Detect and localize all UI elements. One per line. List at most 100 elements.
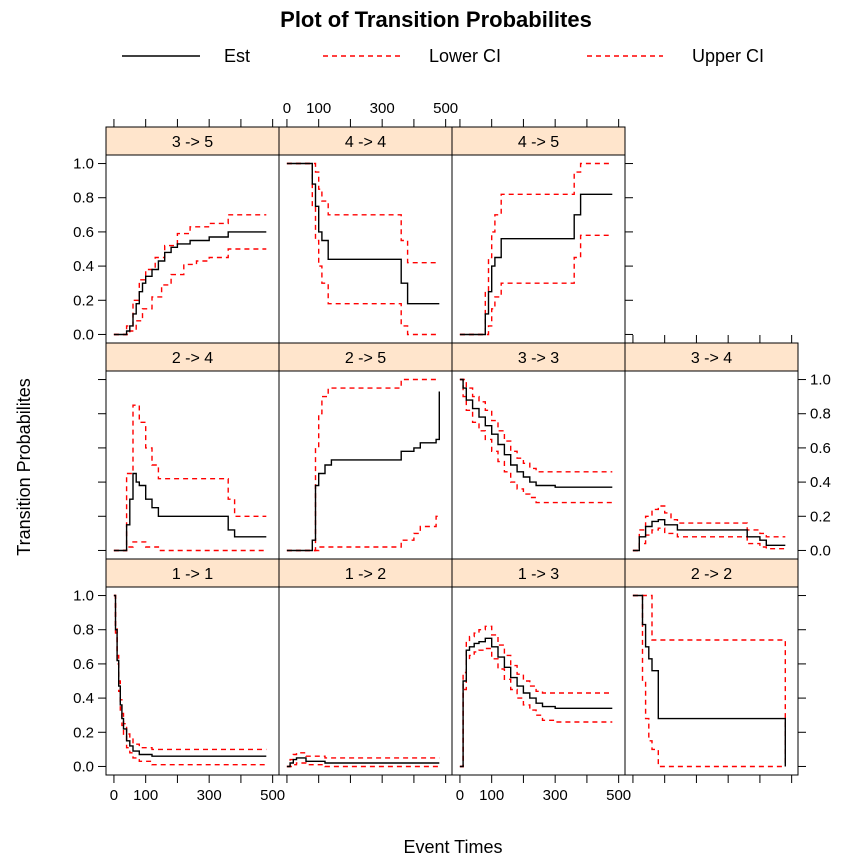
estimate-line	[632, 519, 786, 552]
panel-strip	[105, 342, 280, 372]
panel-strip	[451, 558, 626, 588]
x-tick-label: 0	[456, 787, 464, 804]
x-tick-label: 100	[133, 787, 158, 804]
y-tick-label: 1.0	[73, 588, 94, 605]
y-tick-label: 0.8	[73, 622, 94, 639]
estimate-line	[459, 378, 613, 488]
panel-frame	[105, 154, 280, 344]
upper-ci-line	[113, 594, 267, 751]
panel-strip	[278, 126, 453, 156]
estimate-line	[286, 391, 440, 552]
lower-ci-line	[286, 162, 440, 336]
estimate-line	[113, 472, 267, 552]
panel-grid: 3 -> 5 4 -> 4 4 -> 5 2 -> 4 2 -> 5 3 -> 3 3 ->…	[105, 126, 799, 776]
x-axis-label: Event Times	[403, 837, 502, 857]
upper-ci-line	[286, 378, 440, 552]
y-tick-label: 0.6	[73, 656, 94, 673]
estimate-line	[632, 594, 786, 767]
panel: 3 -> 5	[105, 126, 280, 344]
panel: 1 -> 1	[105, 558, 280, 776]
panel: 2 -> 5	[278, 342, 453, 560]
lower-ci-line	[459, 378, 613, 504]
x-tick-label: 300	[543, 787, 568, 804]
y-tick-label: 0.8	[73, 190, 94, 207]
estimate-line	[459, 637, 613, 768]
panel-strip	[624, 342, 799, 372]
x-tick-label: 500	[260, 787, 285, 804]
lower-ci-line	[632, 594, 786, 768]
legend-entry: Upper CI	[587, 46, 764, 66]
y-tick-label: 0.6	[810, 440, 831, 457]
panel-strip	[451, 126, 626, 156]
estimate-line	[113, 594, 267, 757]
y-tick-label: 0.0	[73, 758, 94, 775]
y-tick-label: 0.4	[810, 474, 831, 491]
lower-ci-line	[459, 234, 613, 336]
panel: 1 -> 3	[451, 558, 626, 776]
panel: 4 -> 4	[278, 126, 453, 344]
lower-ci-line	[113, 248, 267, 336]
panel-frame	[451, 370, 626, 560]
panel-strip	[451, 342, 626, 372]
y-axis-label: Transition Probabilites	[14, 378, 34, 555]
panel-frame	[451, 154, 626, 344]
upper-ci-line	[113, 214, 267, 336]
legend-label: Lower CI	[429, 46, 501, 66]
estimate-line	[286, 757, 440, 768]
panel: 1 -> 2	[278, 558, 453, 776]
panel-strip	[278, 342, 453, 372]
panel-strip-label: 1 -> 2	[345, 566, 386, 583]
panel-strip	[278, 558, 453, 588]
legend-entry: Est	[122, 46, 250, 66]
chart-title: Plot of Transition Probabilites	[280, 7, 592, 32]
panel-strip-label: 2 -> 4	[172, 350, 213, 367]
upper-ci-line	[459, 162, 613, 336]
x-tick-label: 500	[606, 787, 631, 804]
upper-ci-line	[286, 752, 440, 768]
y-tick-label: 0.2	[810, 508, 831, 525]
x-tick-label: 0	[110, 787, 118, 804]
y-tick-label: 0.2	[73, 292, 94, 309]
panel-frame	[278, 586, 453, 776]
panel: 3 -> 4	[624, 342, 799, 560]
panel-strip-label: 4 -> 4	[345, 134, 386, 151]
panel: 2 -> 2	[624, 558, 799, 776]
panel-strip-label: 1 -> 1	[172, 566, 213, 583]
x-tick-label: 500	[433, 100, 458, 117]
x-tick-label: 100	[306, 100, 331, 117]
panel-strip-label: 2 -> 5	[345, 350, 386, 367]
panel-strip-label: 3 -> 3	[518, 350, 559, 367]
y-tick-label: 0.4	[73, 258, 94, 275]
panel: 2 -> 4	[105, 342, 280, 560]
upper-ci-line	[113, 404, 267, 552]
estimate-line	[286, 162, 440, 305]
panel: 4 -> 5	[451, 126, 626, 344]
lower-ci-line	[113, 594, 267, 766]
panel-strip-label: 1 -> 3	[518, 566, 559, 583]
legend-label: Upper CI	[692, 46, 764, 66]
x-tick-label: 300	[370, 100, 395, 117]
legend-label: Est	[224, 46, 250, 66]
y-tick-label: 0.0	[73, 326, 94, 343]
estimate-line	[113, 231, 267, 336]
axis-ticks: 0 100 300 500 0 100 300 500 0 100 300 500 0.0 0.2 0.4 0…	[73, 100, 831, 804]
panel-frame	[624, 370, 799, 560]
y-tick-label: 0.6	[73, 224, 94, 241]
panel-strip-label: 3 -> 4	[691, 350, 732, 367]
legend-entry: Lower CI	[323, 46, 501, 66]
panel-strip	[624, 558, 799, 588]
x-tick-label: 0	[283, 100, 291, 117]
y-tick-label: 0.2	[73, 724, 94, 741]
panel-frame	[105, 586, 280, 776]
panel-frame	[278, 154, 453, 344]
y-tick-label: 0.8	[810, 406, 831, 423]
y-tick-label: 1.0	[810, 372, 831, 389]
y-tick-label: 0.4	[73, 690, 94, 707]
x-tick-label: 300	[197, 787, 222, 804]
legend: Est Lower CI Upper CI	[122, 46, 764, 66]
panel-frame	[278, 370, 453, 560]
panel-frame	[624, 586, 799, 776]
panel: 3 -> 3	[451, 342, 626, 560]
panel-strip	[105, 126, 280, 156]
